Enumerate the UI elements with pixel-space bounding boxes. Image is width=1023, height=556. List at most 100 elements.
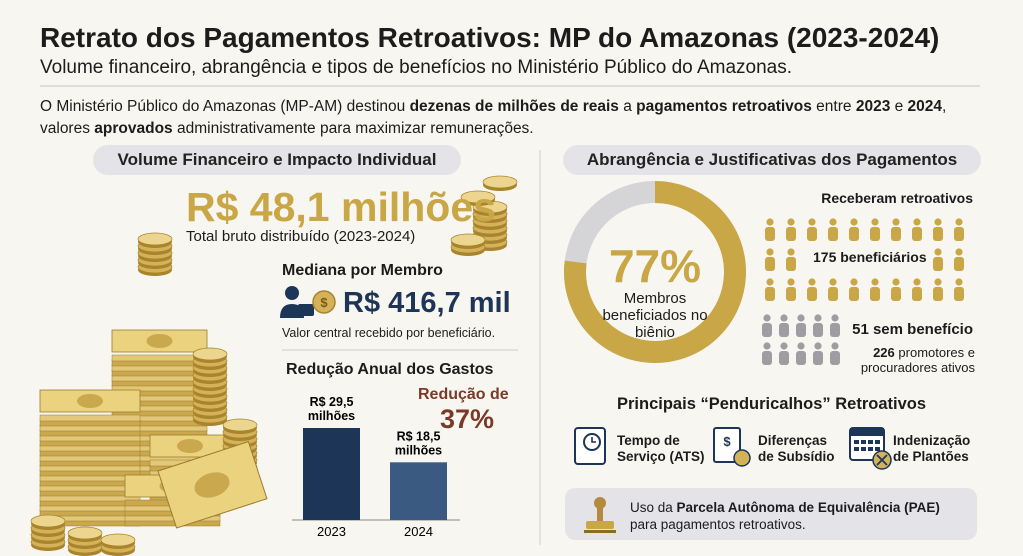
icon	[733, 449, 751, 467]
icon	[868, 440, 873, 444]
median-caption: Valor central recebido por beneficiário.	[282, 326, 496, 340]
person-icon	[780, 342, 788, 350]
person-icon	[830, 323, 840, 337]
coin	[482, 175, 518, 189]
person-icon	[765, 257, 775, 271]
active-number: 226	[873, 345, 895, 360]
icon	[850, 428, 884, 436]
person-icon	[871, 278, 879, 286]
person-icon	[934, 218, 942, 226]
emphasis: 2023	[855, 98, 891, 115]
person-icon	[891, 287, 901, 301]
text-segment: para pagamentos retroativos.	[630, 517, 806, 532]
person-icon	[871, 218, 879, 226]
received-count: 175 beneficiários	[810, 249, 930, 265]
person-icon	[831, 342, 839, 350]
benefit-item: Indenização de Plantões	[893, 433, 971, 464]
icon	[861, 440, 866, 444]
icon	[854, 447, 859, 451]
person-icon	[954, 287, 964, 301]
person-icon	[829, 278, 837, 286]
subtitle: Volume financeiro, abrangência e tipos d…	[40, 57, 793, 78]
person-icon	[763, 314, 771, 322]
emphasis: dezenas de milhões de reais	[409, 98, 619, 115]
person-icon	[912, 287, 922, 301]
stamp-icon	[586, 521, 614, 529]
person-icon	[814, 342, 822, 350]
total-caption: Total bruto distribuído (2023-2024)	[186, 228, 416, 245]
bill	[111, 354, 208, 362]
person-icon	[786, 227, 796, 241]
x-tick-label: 2024	[404, 524, 433, 539]
stamp-icon	[594, 497, 606, 509]
icon	[876, 454, 888, 466]
person-icon	[934, 248, 942, 256]
icon	[713, 427, 741, 463]
benefit-item: Tempo de Serviço (ATS)	[617, 433, 705, 464]
active-members: 226 promotores e procuradores ativos	[855, 345, 975, 375]
note: Uso da Parcela Autônoma de Equivalência …	[630, 499, 970, 533]
person-icon	[933, 287, 943, 301]
person-icon	[762, 351, 772, 365]
emphasis: pagamentos retroativos	[636, 98, 812, 115]
section-heading: Abrangência e Justificativas dos Pagamen…	[563, 145, 981, 175]
person-icon	[954, 227, 964, 241]
person-icon	[831, 314, 839, 322]
bill-mark	[177, 439, 203, 453]
text-segment: administrativamente para maximizar remun…	[172, 120, 534, 137]
annotation-label: Redução de	[418, 386, 509, 403]
person-icon	[913, 278, 921, 286]
emphasis: 2024	[907, 98, 943, 115]
person-icon	[765, 287, 775, 301]
person-icon	[766, 218, 774, 226]
emphasis: aprovados	[94, 120, 173, 137]
person-icon	[850, 218, 858, 226]
icon	[591, 437, 596, 443]
person-icon	[955, 218, 963, 226]
icon: $	[723, 434, 731, 449]
person-icon	[933, 257, 943, 271]
chart-title: Redução Anual dos Gastos	[286, 361, 494, 378]
person-icon	[787, 218, 795, 226]
coin	[30, 514, 66, 528]
text-segment: O Ministério Público do Amazonas (MP-AM)…	[40, 98, 410, 115]
person-icon	[786, 257, 796, 271]
person-icon	[807, 287, 817, 301]
coin	[192, 347, 228, 361]
coin	[450, 233, 486, 247]
person-icon	[850, 278, 858, 286]
person-icon	[786, 287, 796, 301]
person-icon	[849, 287, 859, 301]
bar	[390, 462, 447, 520]
intro: O Ministério Público do Amazonas (MP-AM)…	[40, 96, 980, 140]
person-icon	[829, 218, 837, 226]
person-icon	[955, 278, 963, 286]
person-icon	[762, 323, 772, 337]
icon	[285, 286, 299, 300]
text-segment: e	[890, 98, 908, 115]
coin	[222, 418, 258, 432]
note-box	[565, 488, 977, 540]
text-segment: a	[618, 98, 637, 115]
donut-arc	[564, 181, 746, 363]
title: Retrato dos Pagamentos Retroativos: MP d…	[40, 22, 940, 53]
benefit-item: Diferenças de Subsídio	[758, 433, 835, 464]
donut-value: 77%	[609, 240, 701, 292]
median-label: Mediana por Membro	[282, 262, 443, 279]
received-label: Receberam retroativos	[821, 190, 973, 206]
person-icon	[891, 227, 901, 241]
icon	[868, 447, 873, 451]
person-icon	[797, 314, 805, 322]
coin	[100, 533, 136, 547]
person-icon	[933, 227, 943, 241]
person-icon	[892, 278, 900, 286]
total-value: R$ 48,1 milhões	[186, 184, 496, 230]
bill-mark	[146, 334, 173, 348]
person-icon	[849, 227, 859, 241]
person-icon	[954, 257, 964, 271]
person-icon	[766, 248, 774, 256]
person-icon	[808, 218, 816, 226]
person-icon	[813, 323, 823, 337]
coin	[67, 526, 103, 540]
